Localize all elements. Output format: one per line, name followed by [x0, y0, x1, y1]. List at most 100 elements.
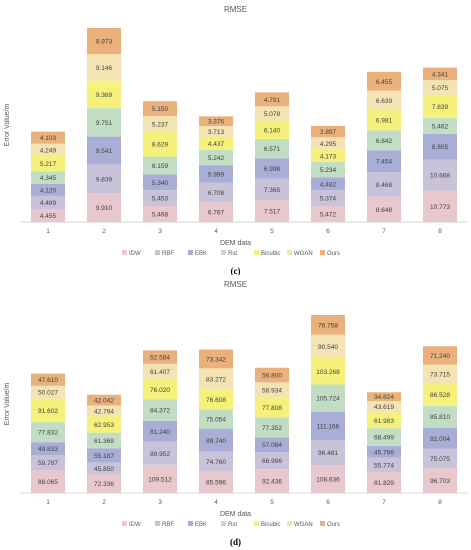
- bar-segment-ours: [423, 67, 457, 81]
- legend-swatch-ours: [320, 250, 325, 255]
- data-label: 52.584: [150, 355, 170, 362]
- data-label: 73.342: [206, 356, 226, 363]
- bar-segment-rst: [367, 130, 401, 151]
- data-label: 81.240: [150, 429, 170, 436]
- data-label: 61.369: [94, 438, 114, 445]
- data-label: 5.340: [152, 180, 169, 187]
- data-label: 8.805: [432, 144, 449, 151]
- x-tick-label: 3: [158, 499, 162, 506]
- bar-segment-bicubic: [311, 149, 345, 163]
- data-label: 89.740: [206, 438, 226, 445]
- data-label: 10.773: [430, 204, 450, 211]
- x-tick-label: 8: [438, 499, 442, 506]
- bar-segment-rbf: [311, 190, 345, 207]
- bar-segment-ebk: [423, 133, 457, 160]
- bar-segment-rst: [255, 417, 289, 438]
- legend-label: Rst: [228, 522, 237, 528]
- rmse-chart-d: RMSE Error Value/m 88.065 59.787 49.833 77.83…: [4, 280, 468, 547]
- x-tick-label: 7: [382, 228, 386, 235]
- bar-segment-rst: [423, 405, 457, 428]
- data-label: 4.341: [432, 71, 449, 78]
- legend-label: Ours: [327, 251, 340, 257]
- data-label: 6.140: [264, 128, 281, 135]
- bar-segment-bicubic: [423, 383, 457, 406]
- data-label: 10.668: [430, 173, 450, 180]
- legend-label: EBK: [195, 522, 207, 528]
- x-tick-label: 2: [102, 228, 106, 235]
- bar-segment-idw: [87, 193, 121, 222]
- bar-segment-wgan: [311, 137, 345, 150]
- bar-segment-rbf: [311, 440, 345, 466]
- data-label: 86.528: [430, 392, 450, 399]
- data-label: 4.120: [40, 187, 57, 194]
- bar-segment-rbf: [367, 457, 401, 472]
- y-axis-label: Error Value/m: [4, 104, 11, 147]
- data-label: 90.540: [318, 344, 338, 351]
- legend-label: RBF: [162, 522, 174, 528]
- panel-label: (c): [231, 266, 241, 275]
- bar-segment-idw: [199, 202, 233, 222]
- bar-segment-ebk: [143, 420, 177, 442]
- bar-segment-rbf: [87, 462, 121, 475]
- bar-segment-ours: [143, 101, 177, 117]
- data-label: 42.794: [94, 408, 114, 415]
- data-label: 111.166: [317, 423, 340, 430]
- bar-segment-ebk: [311, 177, 345, 191]
- bar-segment-rbf: [87, 164, 121, 194]
- data-label: 91.602: [38, 408, 58, 415]
- data-label: 76.608: [206, 397, 226, 404]
- bar-segment-ebk: [199, 165, 233, 183]
- bar-segment-bicubic: [31, 156, 65, 172]
- bar-segment-ebk: [31, 183, 65, 196]
- bar-segment-rbf: [199, 451, 233, 472]
- bar-segment-idw: [311, 465, 345, 493]
- data-label: 4.437: [208, 141, 225, 148]
- data-label: 3.713: [208, 129, 225, 136]
- data-label: 58.934: [262, 387, 282, 394]
- data-label: 96.703: [430, 478, 450, 485]
- data-label: 74.760: [206, 459, 226, 466]
- data-label: 85.596: [206, 480, 226, 487]
- bar-segment-ours: [255, 92, 289, 107]
- data-label: 45.766: [374, 449, 394, 456]
- data-label: 6.998: [264, 166, 281, 173]
- data-label: 103.268: [316, 369, 340, 376]
- data-label: 4.103: [40, 135, 57, 142]
- chart-title: RMSE: [224, 280, 247, 289]
- bar-segment-idw: [143, 464, 177, 493]
- bar-segment-wgan: [199, 126, 233, 137]
- data-label: 81.829: [374, 480, 394, 487]
- bar-segment-rbf: [255, 178, 289, 201]
- legend-swatch-rst: [221, 521, 226, 526]
- data-label: 61.983: [374, 418, 394, 425]
- bar-segment-wgan: [423, 80, 457, 96]
- data-label: 6.767: [208, 210, 225, 217]
- legend-swatch-bicubic: [254, 521, 259, 526]
- data-label: 5.242: [208, 155, 225, 162]
- bar-segment-wgan: [367, 401, 401, 413]
- data-label: 68.499: [374, 435, 394, 442]
- bar-segment-idw: [367, 196, 401, 222]
- data-label: 77.832: [38, 430, 58, 437]
- bar-segment-ours: [311, 125, 345, 138]
- bar-segment-rst: [311, 384, 345, 412]
- data-label: 5.453: [152, 196, 169, 203]
- x-tick-label: 1: [46, 499, 50, 506]
- bar-segment-wgan: [255, 382, 289, 398]
- data-label: 3.897: [320, 129, 337, 136]
- data-label: 5.472: [320, 212, 337, 219]
- data-label: 71.240: [430, 353, 450, 360]
- legend-swatch-bicubic: [254, 250, 259, 255]
- bar-segment-rbf: [31, 195, 65, 210]
- bar-segment-bicubic: [31, 398, 65, 423]
- data-label: 109.512: [148, 476, 172, 483]
- data-label: 73.715: [430, 372, 450, 379]
- x-tick-label: 5: [270, 228, 274, 235]
- data-label: 4.345: [40, 175, 57, 182]
- bar-segment-wgan: [87, 54, 121, 81]
- bar-segment-rbf: [423, 448, 457, 469]
- bar-segment-ours: [31, 373, 65, 386]
- data-label: 5.374: [320, 196, 337, 203]
- bar-segment-bicubic: [423, 95, 457, 118]
- data-label: 6.639: [376, 98, 393, 105]
